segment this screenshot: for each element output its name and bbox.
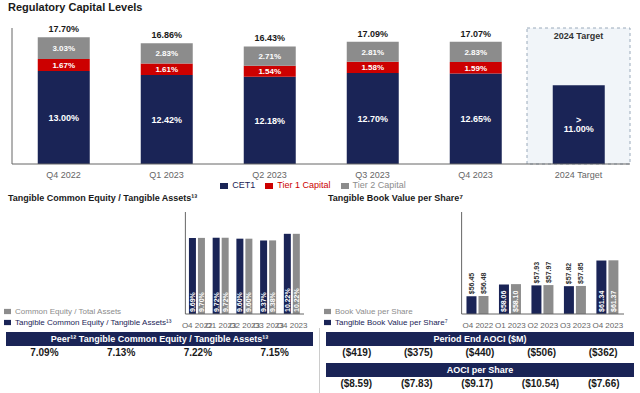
- svg-text:17.09%: 17.09%: [357, 29, 388, 39]
- svg-text:$58.06: $58.06: [500, 290, 508, 312]
- svg-text:$58.10: $58.10: [512, 290, 520, 312]
- svg-text:2.71%: 2.71%: [258, 52, 281, 61]
- html-text:($362): ($362): [588, 347, 618, 358]
- svg-text:9.60%: 9.60%: [236, 291, 243, 312]
- html-text:Tangible Book Value per Share⁷: Tangible Book Value per Share⁷: [335, 318, 448, 327]
- svg-text:$56.45: $56.45: [468, 273, 476, 295]
- html-text:Tangible Common Equity / Tangi: Tangible Common Equity / Tangible Assets…: [15, 318, 172, 327]
- html-text:($440): ($440): [465, 347, 495, 358]
- svg-text:1.58%: 1.58%: [361, 63, 384, 72]
- html-text:CET1: CET1: [232, 180, 256, 190]
- html-text:7.09%: 7.09%: [30, 347, 59, 358]
- svg-text:Q4 2022: Q4 2022: [46, 170, 81, 180]
- svg-text:1.59%: 1.59%: [464, 64, 487, 73]
- svg-text:12.18%: 12.18%: [254, 116, 285, 126]
- svg-text:12.70%: 12.70%: [357, 114, 388, 124]
- svg-text:13.00%: 13.00%: [48, 113, 79, 123]
- svg-text:12.65%: 12.65%: [460, 114, 491, 124]
- svg-text:9.72%: 9.72%: [222, 291, 229, 312]
- svg-text:$57.82: $57.82: [565, 263, 573, 285]
- svg-text:3.03%: 3.03%: [52, 44, 75, 53]
- svg-text:2.83%: 2.83%: [464, 48, 487, 57]
- html-text:7.15%: 7.15%: [260, 347, 289, 358]
- svg-text:$61.37: $61.37: [610, 290, 618, 312]
- html-text:7.22%: 7.22%: [183, 347, 212, 358]
- svg-text:Q3 2023: Q3 2023: [355, 170, 390, 180]
- svg-text:$57.97: $57.97: [545, 262, 553, 284]
- svg-text:Q1 2023: Q1 2023: [495, 321, 526, 328]
- svg-text:>11.00%: >11.00%: [564, 115, 594, 134]
- html-text:($10.54): ($10.54): [521, 378, 560, 389]
- svg-text:$57.85: $57.85: [577, 262, 585, 284]
- svg-text:10.22%: 10.22%: [293, 287, 300, 312]
- svg-text:Q2 2023: Q2 2023: [252, 170, 287, 180]
- svg-text:$61.34: $61.34: [598, 290, 606, 312]
- svg-text:Q4 2022: Q4 2022: [462, 321, 493, 328]
- svg-text:2.81%: 2.81%: [361, 48, 384, 57]
- html-text:($419): ($419): [342, 347, 372, 358]
- svg-text:Q4 2023: Q4 2023: [277, 321, 308, 328]
- svg-text:17.07%: 17.07%: [460, 29, 491, 39]
- html-text:($7.66): ($7.66): [587, 378, 620, 389]
- svg-text:12.42%: 12.42%: [151, 115, 182, 125]
- html-text:($9.17): ($9.17): [461, 378, 493, 389]
- svg-text:9.69%: 9.69%: [189, 291, 196, 312]
- html-text:($7.83): ($7.83): [400, 378, 433, 389]
- html-text:Tangible Book Value per Share⁷: Tangible Book Value per Share⁷: [328, 193, 464, 203]
- svg-text:2024 Target: 2024 Target: [554, 31, 603, 41]
- html-text:Regulatory Capital Levels: Regulatory Capital Levels: [8, 1, 143, 13]
- svg-text:Q1 2023: Q1 2023: [149, 170, 184, 180]
- html-text:($8.59): ($8.59): [340, 378, 373, 389]
- html-text:Peer¹² Tangible Common Equity: Peer¹² Tangible Common Equity / Tangible…: [50, 334, 269, 344]
- html-text:Period End AOCI ($M): Period End AOCI ($M): [433, 334, 527, 344]
- html-text:AOCI per Share: AOCI per Share: [446, 365, 514, 375]
- html-text:($506): ($506): [527, 347, 556, 358]
- svg-text:9.37%: 9.37%: [260, 291, 267, 312]
- svg-text:9.38%: 9.38%: [269, 291, 276, 312]
- svg-text:Q4 2023: Q4 2023: [458, 170, 493, 180]
- html-text:Common Equity / Total Assets: Common Equity / Total Assets: [15, 307, 122, 316]
- html-text:($375): ($375): [403, 347, 433, 358]
- svg-text:Q2 2023: Q2 2023: [527, 321, 558, 328]
- svg-text:1.61%: 1.61%: [155, 65, 178, 74]
- svg-text:10.22%: 10.22%: [284, 287, 291, 312]
- svg-text:17.70%: 17.70%: [48, 24, 79, 34]
- html-text:Tier 1 Capital: Tier 1 Capital: [277, 180, 331, 190]
- svg-text:2.83%: 2.83%: [155, 49, 178, 58]
- html-text:Tier 2 Capital: Tier 2 Capital: [352, 180, 406, 190]
- svg-text:Q3 2023: Q3 2023: [560, 321, 591, 328]
- svg-text:1.67%: 1.67%: [52, 61, 75, 70]
- svg-text:Q4 2023: Q4 2023: [592, 321, 623, 328]
- svg-text:16.43%: 16.43%: [254, 33, 285, 43]
- svg-text:9.60%: 9.60%: [245, 291, 252, 312]
- svg-text:9.72%: 9.72%: [213, 291, 220, 312]
- svg-text:16.86%: 16.86%: [151, 30, 182, 40]
- html-text:Book Value per Share: Book Value per Share: [335, 307, 413, 316]
- svg-text:9.70%: 9.70%: [198, 291, 205, 312]
- html-text:7.13%: 7.13%: [106, 347, 136, 358]
- svg-text:1.54%: 1.54%: [258, 67, 281, 76]
- html-text:Tangible Common Equity / Tangi: Tangible Common Equity / Tangible Assets…: [8, 193, 198, 203]
- svg-text:$56.48: $56.48: [480, 272, 488, 294]
- svg-text:$57.93: $57.93: [533, 262, 541, 284]
- svg-text:2024 Target: 2024 Target: [555, 170, 603, 180]
